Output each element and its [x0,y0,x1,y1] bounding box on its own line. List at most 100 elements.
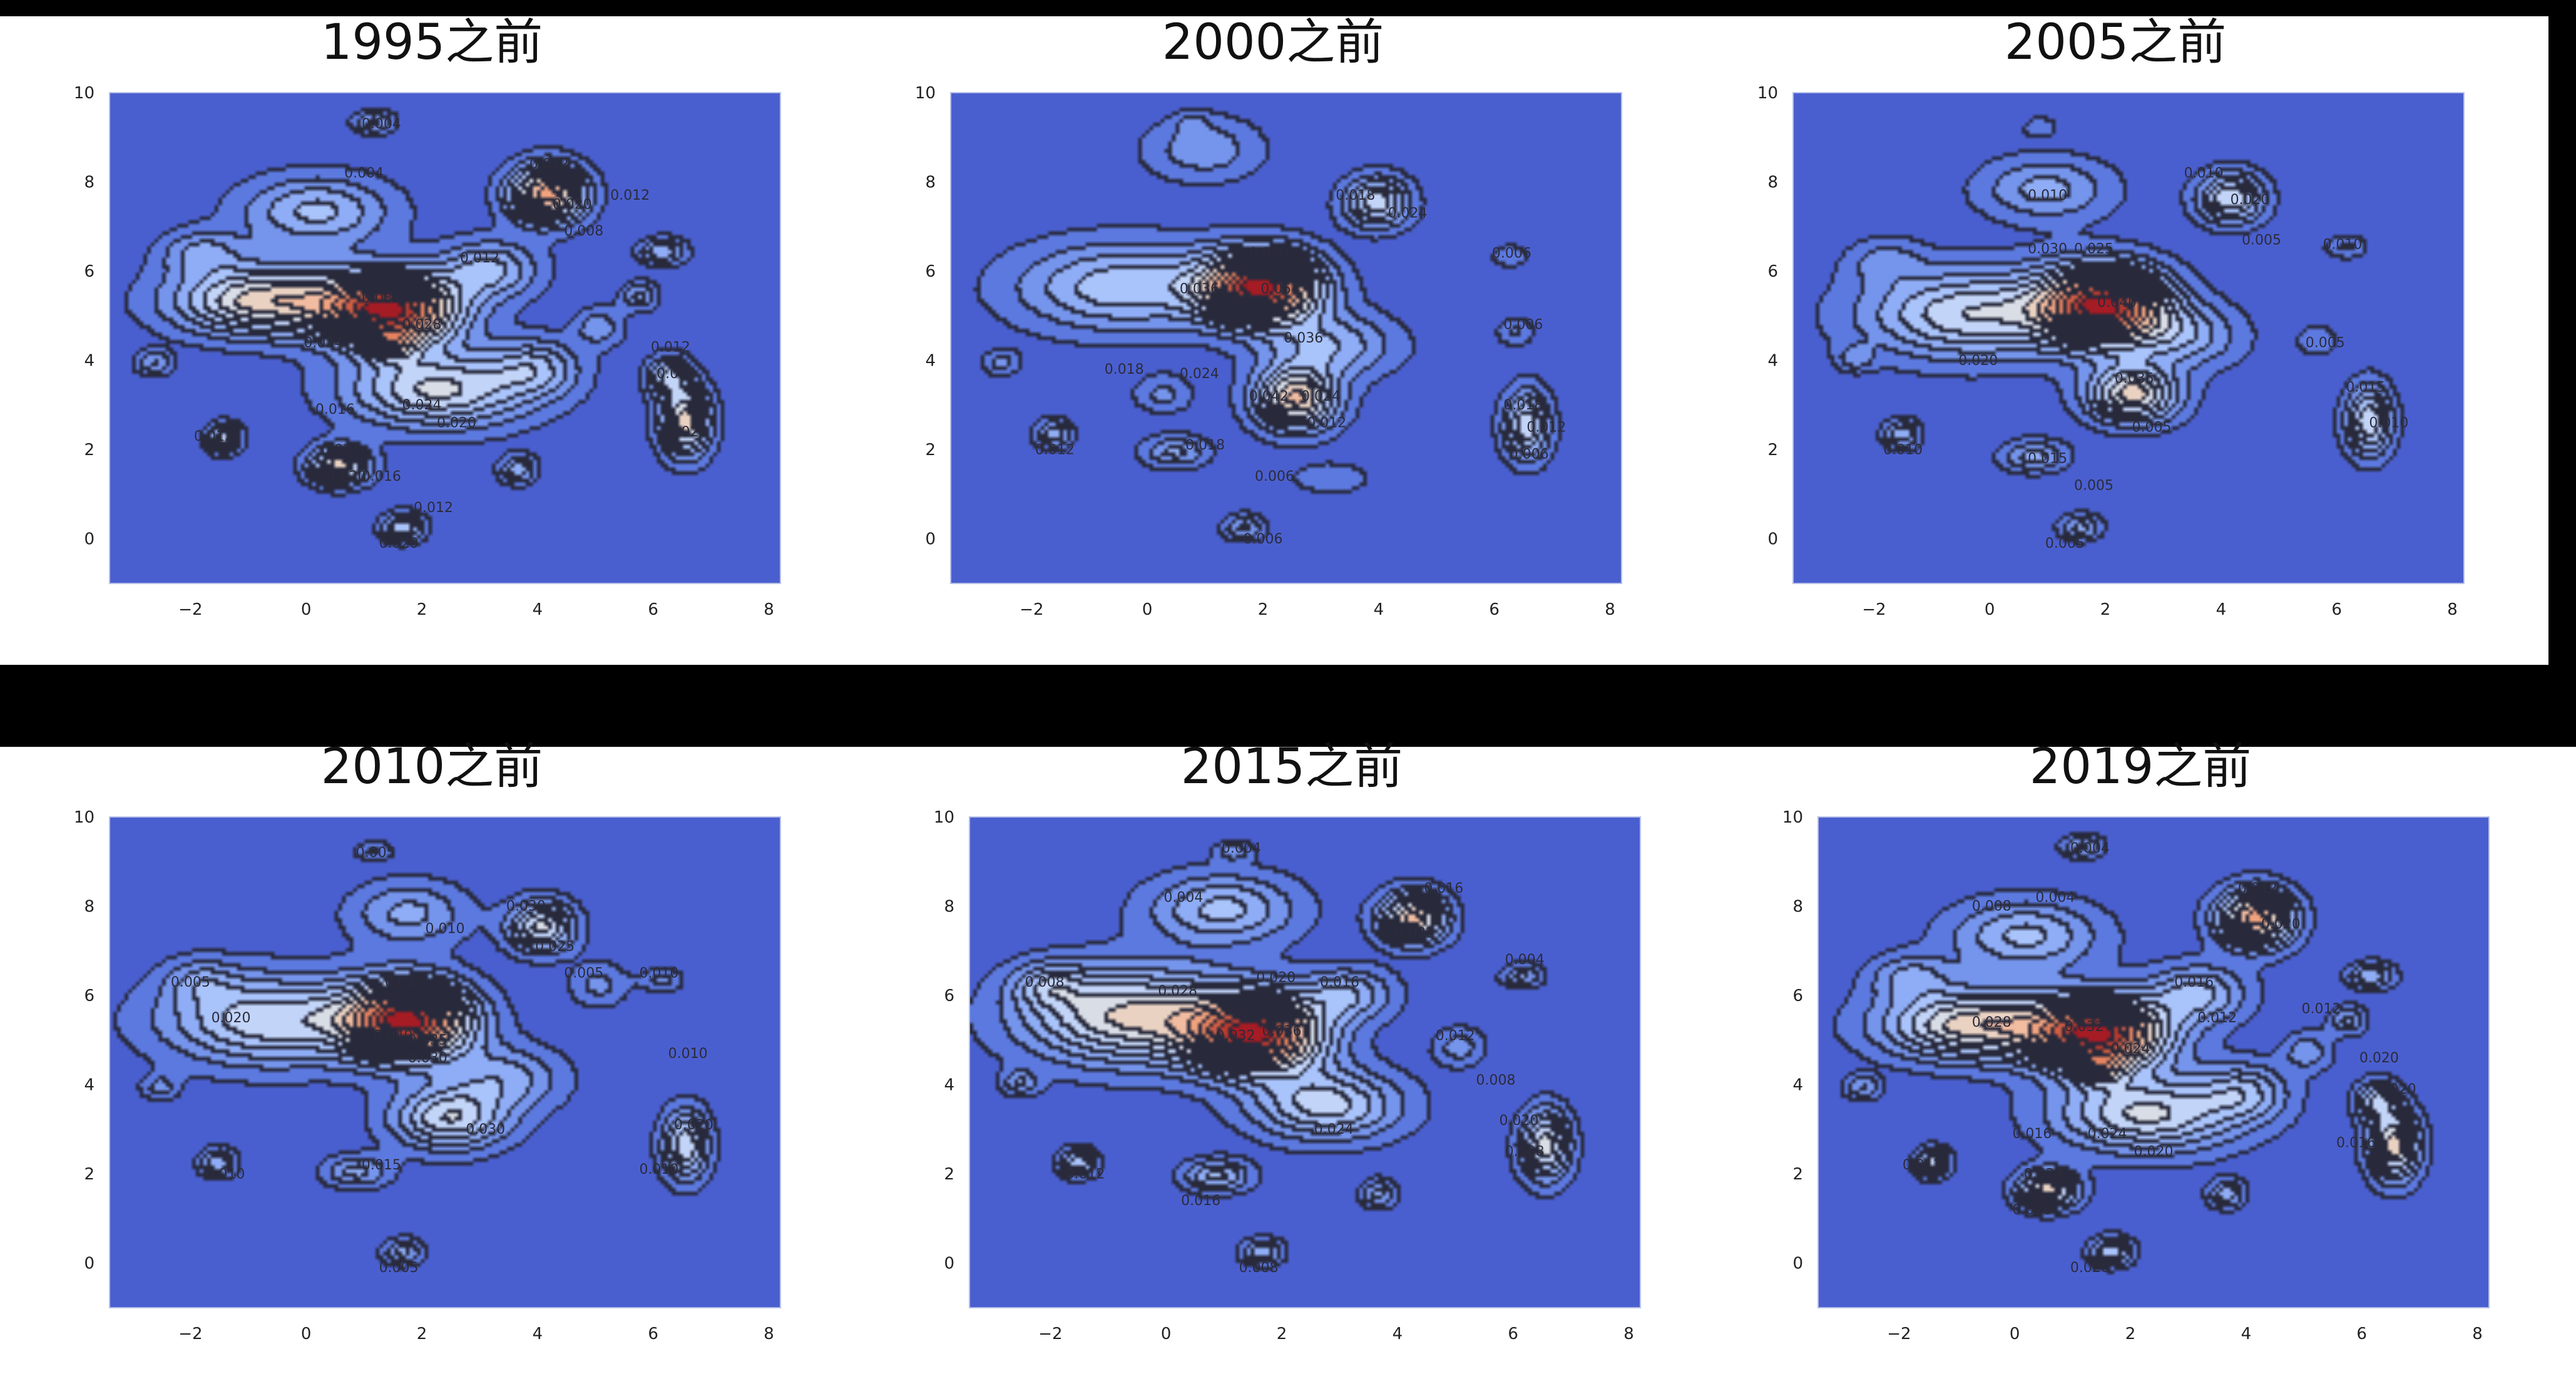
y-tick-label: 10 [1757,84,1778,103]
chart-panel-1995: 1995之前 0.004 0.004 0.012 0.020 0.012 0.008 0.0… [25,11,839,637]
contour-label: 0.024 [1388,206,1428,222]
contour-label: 0.012 [610,188,650,203]
contour-label: 0.008 [564,223,603,239]
x-tick-label: 6 [2356,1325,2367,1343]
x-tick-label: 0 [301,600,312,619]
x-tick-label: 2 [1277,1325,1287,1343]
contour-label: 0.005 [564,966,603,982]
plot-frame [109,816,781,1308]
contour-label: 0.012 [529,157,569,172]
contour-label: 0.010 [205,1166,245,1182]
contour-label: 0.020 [212,1010,251,1026]
contour-label: 0.010 [639,1162,678,1178]
contour-label: 0.024 [1180,366,1219,382]
contour-label: 0.010 [639,966,678,982]
contour-label: 0.004 [1505,952,1545,968]
contour-label: 0.012 [1035,442,1075,458]
y-tick-label: 8 [925,173,936,192]
contour-label: 0.005 [379,1260,419,1276]
contour-label: 0.004 [362,116,401,132]
contour-label: 0.016 [1181,1193,1220,1209]
x-tick-label: 6 [648,1325,658,1343]
contour-label: 0.012 [2238,881,2277,896]
y-tick-label: 0 [925,530,936,549]
contour-label: 0.010 [2369,416,2408,431]
density-contour-fill [1793,93,2464,583]
x-tick-label: 0 [1985,600,1995,619]
plot-frame [1817,816,2490,1308]
y-tick-label: 2 [84,1165,95,1184]
contour-label: 0.028 [402,317,442,333]
contour-label: 0.020 [1499,1113,1538,1129]
y-tick-label: 4 [84,1076,95,1095]
contour-label: 0.040 [373,1028,412,1044]
y-tick-label: 4 [925,352,936,371]
contour-label: 0.028 [1972,1015,2011,1030]
x-tick-label: 8 [1605,600,1615,619]
density-contour-fill [1818,817,2489,1308]
chart-panel-2019: 2019之前 0.004 0.008 0.004 0.012 0.020 0.016 0.0… [1734,736,2547,1362]
y-tick-label: 6 [84,262,95,281]
contour-label: 0.018 [1105,362,1144,377]
x-tick-label: −2 [1038,1325,1062,1343]
contour-label: 0.005 [171,975,210,990]
contour-label: 0.024 [304,335,343,351]
x-tick-label: 8 [1623,1325,1634,1343]
y-tick-label: 2 [1767,441,1778,459]
plot-frame [109,92,781,584]
contour-label: 0.020 [437,416,476,431]
contour-label: 0.035 [408,1032,447,1048]
y-tick-label: 10 [915,84,936,103]
contour-label: 0.020 [1256,970,1296,986]
contour-label: 0.024 [2088,1126,2127,1142]
x-tick-label: −2 [1020,600,1043,619]
x-tick-label: 4 [1374,600,1384,619]
contour-label: 0.054 [1260,282,1300,297]
x-tick-label: 6 [1489,600,1500,619]
chart-title: 2000之前 [1162,14,1384,71]
contour-label: 0.015 [2346,380,2385,396]
contour-label: 0.012 [2197,1010,2237,1026]
y-tick-label: 6 [925,262,936,281]
density-contour-fill [969,817,1640,1308]
x-tick-label: 2 [417,600,427,619]
x-tick-label: 6 [1508,1325,1518,1343]
plot-frame [950,92,1622,584]
contour-label: 0.004 [344,165,384,181]
contour-label: 0.020 [553,197,592,212]
contour-label: 0.004 [2070,841,2110,856]
contour-label: 0.020 [2261,916,2301,932]
x-tick-label: 8 [2447,600,2458,619]
contour-label: 0.018 [1185,438,1225,453]
contour-label: 0.012 [1065,1166,1105,1182]
contour-label: 0.008 [1505,1144,1545,1160]
y-tick-label: 8 [1792,898,1803,916]
y-tick-label: 10 [1782,808,1803,827]
x-tick-label: 8 [764,600,774,619]
contour-label: 0.012 [414,500,453,516]
plot-area: 0.005 0.030 0.025 0.010 0.005 0.010 0.005 0.020… [109,816,781,1308]
contour-label: 0.020 [668,424,708,440]
y-tick-label: 6 [1767,262,1778,281]
contour-label: 0.018 [1503,398,1543,413]
y-tick-label: 8 [1767,173,1778,192]
contour-label: 0.010 [2184,165,2224,181]
contour-label: 0.020 [2134,1144,2174,1160]
y-tick-label: 4 [1792,1076,1803,1095]
y-tick-label: 2 [1792,1165,1803,1184]
contour-label: 0.012 [1436,1028,1475,1044]
y-tick-label: 4 [84,352,95,371]
contour-label: 0.028 [1158,983,1197,999]
contour-label: 0.016 [2174,975,2214,990]
contour-label: 0.010 [2028,188,2067,203]
contour-plot-2015: 0.004 0.004 0.016 0.032 0.004 0.008 0.028 0.020… [934,808,1641,1343]
contour-label: 0.030 [2028,242,2067,257]
contour-label: 0.020 [2070,1260,2110,1276]
x-tick-label: 6 [648,600,658,619]
contour-label: 0.016 [2336,1135,2376,1151]
chart-title: 2015之前 [1180,739,1403,795]
contour-label: 0.032 [362,290,401,306]
contour-label: 0.032 [1216,1028,1255,1044]
chart-title: 2019之前 [2029,739,2252,795]
contour-plot-2005: 0.010 0.010 0.020 0.005 0.010 0.030 0.025 0.040… [1757,84,2465,619]
